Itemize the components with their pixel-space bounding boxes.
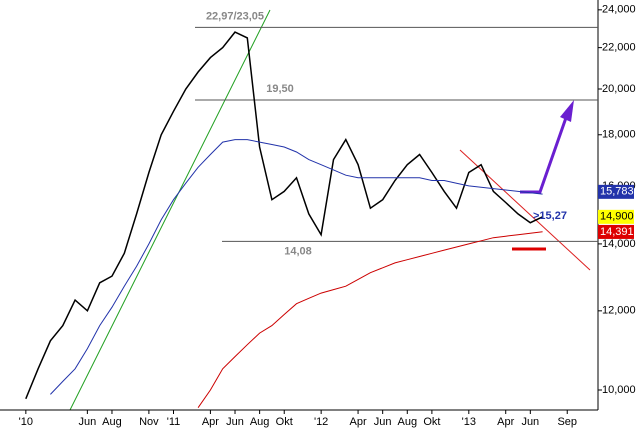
x-tick-label: Sep <box>557 416 577 428</box>
x-tick-label: '12 <box>314 416 328 428</box>
x-tick-label: Aug <box>250 416 270 428</box>
y-tick-label: 12,000 <box>602 305 636 317</box>
level-label: 22,97/23,05 <box>206 10 264 22</box>
arrow-head <box>560 100 574 122</box>
level-label: 14,08 <box>284 245 312 257</box>
x-tick-label: Apr <box>202 416 219 428</box>
x-tick-label: Okt <box>423 416 440 428</box>
downtrend-line <box>459 149 591 271</box>
x-tick-label: Apr <box>349 416 366 428</box>
x-tick-label: Jun <box>521 416 539 428</box>
x-tick-label: '11 <box>167 416 181 428</box>
y-tick-label: 18,000 <box>602 129 636 141</box>
price-box <box>598 224 634 239</box>
x-tick-label: Okt <box>276 416 293 428</box>
price-label: 15,783 <box>600 186 634 198</box>
y-tick-label: 22,000 <box>602 42 636 54</box>
level-label: 19,50 <box>266 83 294 95</box>
x-tick-label: Apr <box>497 416 514 428</box>
price-box <box>598 184 634 199</box>
y-tick-label: 24,000 <box>602 4 636 16</box>
price-line <box>25 31 543 400</box>
x-tick-label: Aug <box>397 416 417 428</box>
moving-average <box>50 139 543 395</box>
x-tick-label: Jun <box>226 416 244 428</box>
y-tick-label: 20,000 <box>602 83 636 95</box>
moving-average <box>197 231 543 408</box>
x-tick-label: '10 <box>19 416 33 428</box>
y-tick-label: 14,000 <box>602 238 636 250</box>
x-tick-label: Jun <box>374 416 392 428</box>
uptrend-line <box>69 9 271 411</box>
x-tick-label: Nov <box>139 416 159 428</box>
x-tick-label: '13 <box>462 416 476 428</box>
y-tick-label: 10,000 <box>602 384 636 396</box>
target-label: >15,27 <box>533 210 567 222</box>
price-label: 14,900 <box>600 211 634 223</box>
price-box <box>598 209 634 224</box>
x-tick-label: Jun <box>78 416 96 428</box>
x-tick-label: Aug <box>102 416 122 428</box>
price-label: 14,391 <box>600 226 634 238</box>
